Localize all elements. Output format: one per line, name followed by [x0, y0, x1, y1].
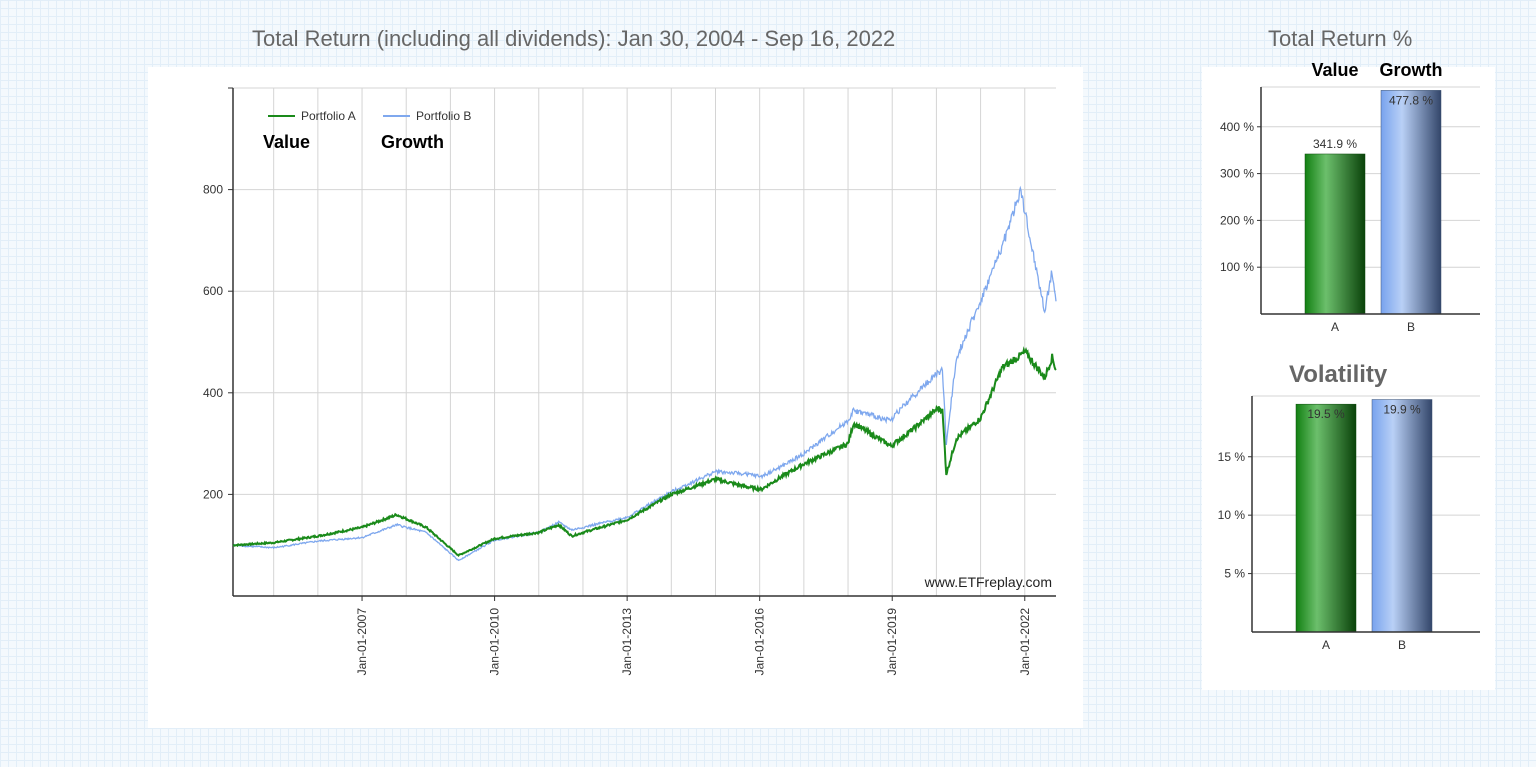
bar-a [1304, 153, 1366, 315]
x-tick-label: Jan-01-2010 [488, 608, 502, 676]
x-tick-label: Jan-01-2007 [355, 608, 369, 676]
x-tick-label: B [1407, 320, 1415, 334]
y-tick-label: 200 [203, 487, 223, 501]
volatility-bar-chart: 5 % 10 % 15 % 19.5 % A 19.9 % B [1218, 395, 1480, 652]
x-tick-label: Jan-01-2016 [753, 608, 767, 676]
bar-a [1295, 403, 1357, 633]
y-tick-label: 400 [203, 386, 223, 400]
x-tick-label: Jan-01-2013 [620, 608, 634, 676]
data-label: 341.9 % [1313, 137, 1357, 151]
x-tick-label: A [1322, 638, 1330, 652]
y-tick-label: 5 % [1224, 567, 1245, 581]
y-tick-label: 100 % [1220, 260, 1254, 274]
category-annotation: Value [1311, 60, 1358, 80]
total-return-title: Total Return % [1268, 26, 1413, 51]
main-axes: 200 400 600 800 Jan-01-2007 Jan-01-2010 Jan-01… [203, 87, 1056, 676]
watermark: www.ETFreplay.com [924, 574, 1052, 590]
series-line-portfolio-b [232, 185, 1057, 562]
y-tick-label: 800 [203, 183, 223, 197]
data-label: 477.8 % [1389, 93, 1433, 107]
x-tick-label: B [1398, 638, 1406, 652]
y-tick-label: 10 % [1218, 508, 1246, 522]
y-tick-label: 600 [203, 284, 223, 298]
annotation-value: Value [263, 132, 310, 152]
legend-label-b: Portfolio B [416, 109, 471, 123]
x-tick-label: Jan-01-2022 [1018, 608, 1032, 676]
total-return-bar-chart: 100 % 200 % 300 % 400 % 341.9 % A Value 477.8 %… [1220, 60, 1480, 334]
data-label: 19.5 % [1307, 407, 1345, 421]
y-tick-label: 300 % [1220, 167, 1254, 181]
legend-label-a: Portfolio A [301, 109, 356, 123]
series-line-portfolio-a [232, 346, 1057, 557]
category-annotation: Growth [1380, 60, 1443, 80]
bar-b [1371, 399, 1433, 633]
data-label: 19.9 % [1383, 403, 1421, 417]
main-chart-title: Total Return (including all dividends): … [252, 26, 896, 51]
bar-b [1380, 90, 1442, 315]
volatility-title: Volatility [1289, 361, 1388, 388]
main-lines [232, 185, 1057, 562]
x-tick-label: Jan-01-2019 [885, 608, 899, 676]
main-chart-panel [148, 67, 1083, 728]
annotation-growth: Growth [381, 132, 444, 152]
legend: Portfolio A Portfolio B Value Growth [263, 109, 471, 152]
x-tick-label: A [1331, 320, 1339, 334]
y-tick-label: 400 % [1220, 120, 1254, 134]
y-tick-label: 200 % [1220, 213, 1254, 227]
y-tick-label: 15 % [1218, 450, 1246, 464]
main-grid [233, 87, 1056, 596]
